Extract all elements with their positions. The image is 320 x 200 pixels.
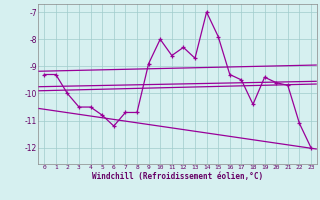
X-axis label: Windchill (Refroidissement éolien,°C): Windchill (Refroidissement éolien,°C) — [92, 172, 263, 181]
